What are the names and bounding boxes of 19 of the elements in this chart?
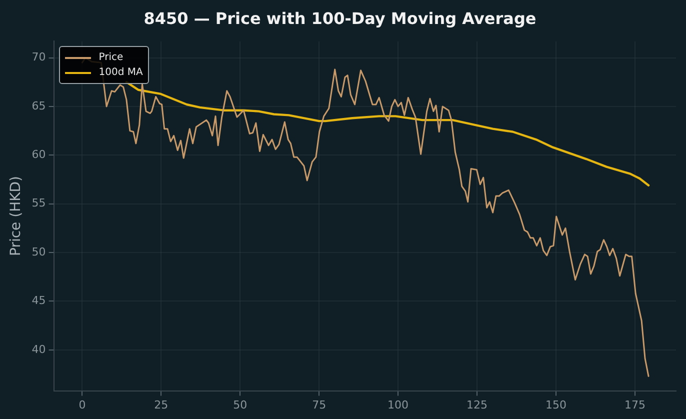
y-tick-label: 55 [32, 196, 46, 210]
chart-title: 8450 — Price with 100-Day Moving Average [144, 8, 536, 28]
x-tick-label: 0 [78, 398, 86, 412]
y-tick-label: 70 [32, 50, 46, 64]
x-tick-label: 50 [233, 398, 248, 412]
x-tick-label: 75 [312, 398, 326, 412]
y-tick-label: 65 [32, 99, 46, 112]
x-tick-label: 175 [624, 398, 646, 412]
x-tick-label: 25 [154, 398, 168, 412]
y-axis-title: Price (HKD) [8, 176, 24, 256]
y-tick-label: 40 [32, 342, 46, 356]
x-tick-label: 150 [545, 398, 566, 412]
y-tick-label: 50 [32, 245, 46, 258]
legend-label: Price [98, 52, 124, 64]
legend-label: 100d MA [98, 67, 143, 78]
y-tick-label: 60 [32, 148, 46, 161]
x-tick-label: 125 [466, 398, 488, 412]
x-tick-label: 100 [388, 398, 409, 412]
y-tick-label: 45 [32, 294, 46, 308]
